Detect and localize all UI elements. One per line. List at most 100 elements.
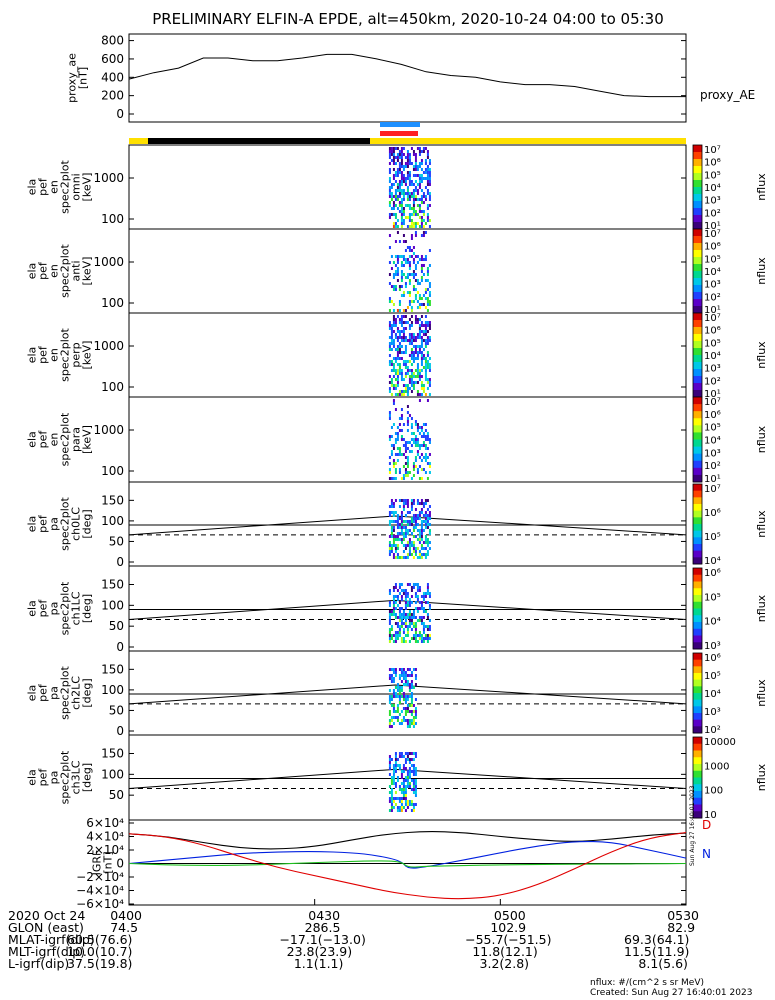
- spectrogram-cell: [410, 378, 413, 381]
- spectrogram-cell: [396, 174, 399, 177]
- spectrogram-cell: [414, 592, 417, 595]
- spectrogram-cell: [404, 809, 407, 812]
- spectrogram-cell: [406, 171, 409, 174]
- spectrogram-cell: [404, 165, 407, 168]
- spectrogram-cell: [418, 465, 421, 468]
- spectrogram-cell: [402, 444, 405, 447]
- spectrogram-cell: [418, 432, 421, 435]
- spectrogram-cell: [406, 417, 409, 420]
- spectrogram-cell: [408, 583, 411, 586]
- spectrogram-cell: [426, 219, 429, 222]
- spectrogram-cell: [426, 270, 429, 273]
- spectrogram-cell: [418, 378, 421, 381]
- spectrogram-cell: [396, 147, 399, 150]
- spectrogram-cell: [420, 336, 423, 339]
- spectrogram-cell: [420, 270, 423, 273]
- spectrogram-cell: [396, 695, 399, 698]
- spectrogram-cell: [426, 288, 429, 291]
- spectrogram-cell: [396, 189, 399, 192]
- spectrogram-cell: [424, 321, 427, 324]
- spectrogram-cell: [414, 168, 417, 171]
- spectrogram-cell: [404, 321, 407, 324]
- spectrogram-cell: [410, 213, 413, 216]
- spectrogram-cell: [410, 354, 413, 357]
- spectrogram-cell: [418, 456, 421, 459]
- spectrogram-cell: [392, 511, 395, 514]
- proxy-ae-ytick: 400: [101, 70, 124, 84]
- spectrogram-cell: [408, 782, 411, 785]
- spectrogram-cell: [428, 357, 431, 360]
- spectrogram-cell: [428, 607, 431, 610]
- spectrogram-cell: [414, 640, 417, 643]
- spectrogram-cell: [418, 330, 421, 333]
- spectrogram-cell: [392, 276, 395, 279]
- spectrogram-cell: [416, 390, 419, 393]
- spectrogram-cell: [404, 601, 407, 604]
- spectrogram-cell: [400, 791, 403, 794]
- spectrogram-cell: [422, 177, 425, 180]
- spectrogram-cell: [400, 213, 403, 216]
- spectrogram-cell: [402, 622, 405, 625]
- spectrogram-cell: [416, 595, 419, 598]
- spectrogram-cell: [394, 583, 397, 586]
- spectrogram-cell: [398, 586, 401, 589]
- spectrogram-cell: [406, 806, 409, 809]
- spectrogram-cell: [412, 438, 415, 441]
- colorbar-tick: 10³: [704, 280, 721, 291]
- spectrogram-cell: [414, 668, 417, 671]
- spectrogram-cell: [418, 207, 421, 210]
- spectrogram-cell: [406, 177, 409, 180]
- spectrogram-cell: [412, 625, 415, 628]
- spectrogram-cell: [424, 324, 427, 327]
- spectrogram-cell: [416, 198, 419, 201]
- spectrogram-cell: [418, 210, 421, 213]
- spectrogram-cell: [394, 607, 397, 610]
- spectrogram-cell: [416, 471, 419, 474]
- spectrogram-cell: [418, 601, 421, 604]
- spectrogram-cell: [412, 339, 415, 342]
- spectrogram-cell: [412, 345, 415, 348]
- spectrogram-cell: [422, 468, 425, 471]
- spectrogram-cell: [424, 360, 427, 363]
- spectrogram-cell: [412, 550, 415, 553]
- spectrogram-cell: [426, 616, 429, 619]
- spectrogram-cell: [400, 435, 403, 438]
- spectrogram-cell: [410, 686, 413, 689]
- spectrogram-cell: [422, 231, 425, 234]
- spectrogram-cell: [410, 619, 413, 622]
- spectrogram-cell: [414, 210, 417, 213]
- spectrogram-cell: [410, 809, 413, 812]
- spectrogram-cell: [420, 435, 423, 438]
- spectrogram-cell: [398, 321, 401, 324]
- spectrogram-cell: [400, 752, 403, 755]
- spectrogram-cell: [420, 511, 423, 514]
- spectrogram-cell: [390, 502, 393, 505]
- spectrogram-cell: [390, 550, 393, 553]
- spectrogram-cell: [404, 520, 407, 523]
- spectrogram-cell: [390, 505, 393, 508]
- spectrogram-cell: [406, 441, 409, 444]
- spectrogram-cell: [418, 553, 421, 556]
- spectrogram-cell: [394, 213, 397, 216]
- spectrogram-cell: [396, 517, 399, 520]
- spectrogram-cell: [406, 583, 409, 586]
- spectrogram-cell: [420, 201, 423, 204]
- time-axis-row-label: 2020 Oct 24: [8, 908, 86, 923]
- spectrogram-cell: [394, 225, 397, 228]
- pitch-panel-frame: [128, 565, 687, 652]
- spectrogram-cell: [426, 378, 429, 381]
- spectrogram-cell: [400, 180, 403, 183]
- colorbar-tick: 10⁴: [704, 351, 721, 362]
- spectrogram-cell: [414, 517, 417, 520]
- spectrogram-cell: [402, 273, 405, 276]
- spectrogram-cell: [422, 592, 425, 595]
- spectrogram-cell: [404, 180, 407, 183]
- spectrogram-cell: [400, 162, 403, 165]
- spectrogram-cell: [424, 363, 427, 366]
- spectrogram-cell: [424, 330, 427, 333]
- spectrogram-cell: [422, 330, 425, 333]
- spectrogram-cell: [420, 477, 423, 480]
- spectrogram-cell: [408, 159, 411, 162]
- spectrogram-cell: [416, 282, 419, 285]
- spectrogram-cell: [398, 285, 401, 288]
